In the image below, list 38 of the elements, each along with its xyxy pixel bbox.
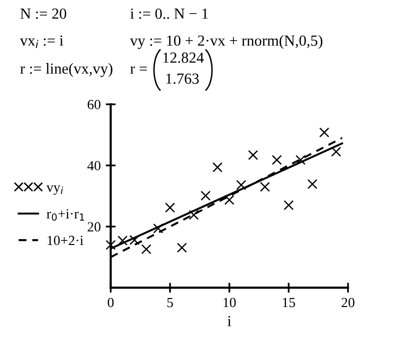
point — [236, 180, 246, 190]
text: r := line(vx,vy) — [20, 63, 112, 77]
point — [188, 210, 199, 220]
point — [284, 200, 294, 210]
text: r = — [130, 66, 147, 74]
point — [248, 150, 258, 160]
point — [224, 194, 234, 205]
point — [106, 240, 116, 250]
point — [141, 244, 152, 254]
point — [212, 162, 222, 172]
x-tick-label: 0 — [108, 298, 114, 308]
point — [331, 146, 342, 157]
point — [165, 202, 176, 213]
y-tick-label: 20 — [88, 222, 100, 232]
y-tick-label: 40 — [87, 161, 100, 170]
legend-label: vy$_{i}$ — [46, 185, 64, 195]
point — [319, 127, 330, 138]
text: 1.763 — [166, 74, 199, 84]
text: vy := 10 + 2·vx + rnorm(N,0,5) — [130, 35, 322, 49]
x-tick-label: 10 — [224, 298, 236, 308]
text: vx$_{i}$ := i — [20, 35, 64, 48]
y-tick-label: 60 — [88, 100, 100, 110]
text: 12.824 — [163, 52, 204, 63]
legend-label: r$_{0}$+i·r$_{1}$ — [46, 209, 84, 221]
point — [176, 242, 187, 253]
x-axis-title: i — [228, 316, 232, 326]
point — [260, 182, 270, 192]
x-tick-label: 15 — [282, 298, 296, 308]
point — [200, 190, 211, 201]
point — [296, 154, 306, 165]
text: i := 0.. N − 1 — [130, 8, 208, 19]
legend-label: 10+2·i — [48, 236, 84, 246]
point — [307, 179, 318, 190]
text: N := 20 — [20, 8, 66, 19]
x-tick-label: 5 — [167, 298, 173, 308]
x-tick-label: 20 — [342, 298, 354, 308]
point — [153, 223, 164, 234]
point — [272, 154, 282, 165]
